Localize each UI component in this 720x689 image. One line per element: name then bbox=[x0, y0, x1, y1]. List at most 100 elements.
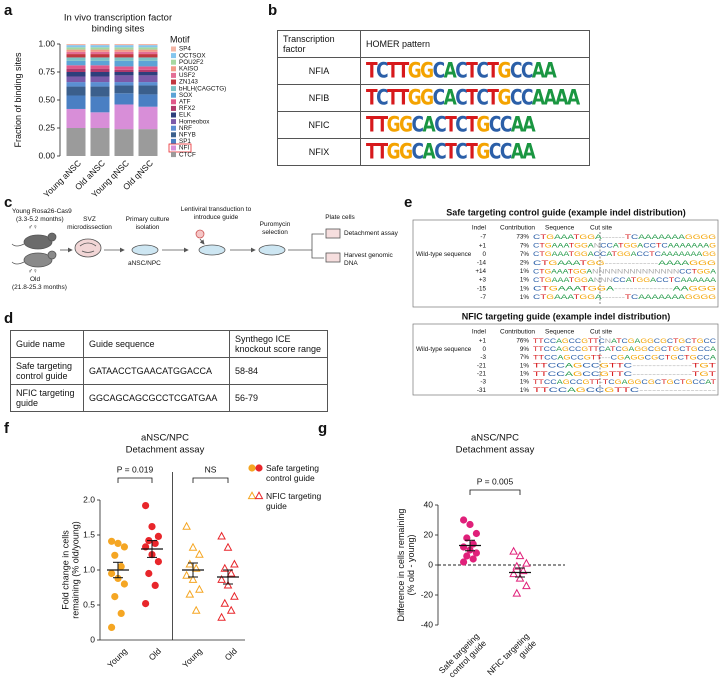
base: A bbox=[679, 252, 685, 258]
base: C bbox=[591, 371, 601, 377]
base: A bbox=[557, 269, 563, 275]
base: - bbox=[626, 286, 630, 292]
base: C bbox=[432, 85, 445, 111]
base: - bbox=[661, 286, 665, 292]
legend-marker bbox=[255, 464, 263, 472]
contribution: 7% bbox=[520, 251, 530, 258]
age: (21.8-25.3 months) bbox=[12, 284, 67, 291]
bar-segment bbox=[138, 60, 158, 67]
base: T bbox=[616, 339, 622, 345]
base: A bbox=[667, 252, 673, 258]
bar-segment bbox=[90, 49, 110, 52]
base: T bbox=[366, 58, 378, 84]
base: T bbox=[539, 269, 545, 275]
bar-segment bbox=[90, 128, 110, 156]
bar-segment bbox=[66, 128, 86, 156]
base: A bbox=[510, 139, 524, 165]
base: - bbox=[669, 286, 673, 292]
data-point bbox=[469, 555, 477, 563]
base: A bbox=[558, 278, 564, 284]
base: C bbox=[569, 339, 576, 345]
base: A bbox=[543, 58, 557, 84]
legend-label: NRF bbox=[179, 125, 192, 132]
contribution: 7% bbox=[520, 354, 530, 361]
data-point bbox=[217, 612, 226, 621]
base: C bbox=[613, 278, 620, 284]
base: - bbox=[652, 388, 656, 394]
data-point bbox=[509, 546, 518, 555]
base: G bbox=[708, 295, 716, 301]
base: C bbox=[594, 252, 601, 258]
base: T bbox=[684, 355, 690, 361]
y-tick-label: 20 bbox=[424, 529, 434, 539]
base: A bbox=[552, 278, 558, 284]
base: T bbox=[581, 286, 589, 292]
base: C bbox=[476, 58, 488, 84]
legend-swatch bbox=[171, 99, 176, 105]
base: - bbox=[641, 286, 645, 292]
data-point bbox=[111, 593, 119, 601]
bar-segment bbox=[138, 66, 158, 70]
legend-swatch bbox=[171, 46, 176, 52]
data-point bbox=[463, 534, 471, 542]
base: A bbox=[696, 252, 702, 258]
bar-segment bbox=[66, 82, 86, 87]
panel-label: e bbox=[404, 194, 413, 211]
base: - bbox=[688, 363, 692, 369]
base: T bbox=[614, 388, 623, 394]
column-header: Contribution bbox=[500, 329, 535, 336]
base: - bbox=[601, 355, 604, 361]
base: - bbox=[672, 371, 676, 377]
base: T bbox=[591, 355, 597, 361]
contribution: 1% bbox=[520, 370, 530, 377]
legend-label: Homeobox bbox=[179, 118, 210, 125]
legend-label: KAISO bbox=[179, 65, 198, 72]
base: A bbox=[680, 243, 686, 249]
data-point bbox=[117, 609, 125, 618]
base: C bbox=[698, 347, 705, 353]
base: A bbox=[422, 112, 436, 138]
base: - bbox=[652, 363, 656, 369]
base: T bbox=[533, 363, 541, 369]
base: - bbox=[618, 286, 622, 292]
base: C bbox=[697, 355, 705, 361]
base: C bbox=[556, 363, 566, 369]
base: C bbox=[630, 388, 641, 394]
base: T bbox=[669, 278, 675, 284]
base: - bbox=[661, 388, 665, 394]
base: - bbox=[644, 371, 648, 377]
base: A bbox=[561, 295, 568, 301]
base: G bbox=[691, 347, 698, 353]
base: - bbox=[668, 363, 672, 369]
base: - bbox=[612, 295, 615, 301]
base: C bbox=[667, 339, 674, 345]
base: C bbox=[533, 286, 543, 292]
base: A bbox=[681, 260, 689, 266]
base: G bbox=[587, 260, 597, 266]
contribution: 1% bbox=[520, 268, 530, 275]
base: T bbox=[539, 355, 545, 361]
contribution: 1% bbox=[520, 294, 530, 301]
logo: TTGGCACTCTGCCAA bbox=[366, 112, 536, 138]
legend-label: SP4 bbox=[179, 46, 191, 53]
base: A bbox=[703, 243, 709, 249]
legend-swatch bbox=[171, 53, 176, 59]
base: G bbox=[699, 363, 709, 369]
base: T bbox=[661, 380, 667, 386]
base: A bbox=[563, 278, 569, 284]
bracket bbox=[117, 477, 153, 483]
data-point bbox=[522, 558, 531, 567]
base: G bbox=[648, 380, 655, 386]
column-header: Indel bbox=[472, 329, 487, 336]
data-point bbox=[226, 568, 236, 577]
logo-cell: TCTTGGCACTCTGCCAAAA bbox=[360, 84, 590, 112]
legend-swatch bbox=[171, 132, 176, 138]
base: A bbox=[552, 243, 558, 249]
legend-label: ELK bbox=[179, 112, 192, 119]
base: G bbox=[476, 139, 490, 165]
base: A bbox=[551, 269, 557, 275]
base: C bbox=[674, 278, 681, 284]
base: T bbox=[649, 252, 655, 258]
